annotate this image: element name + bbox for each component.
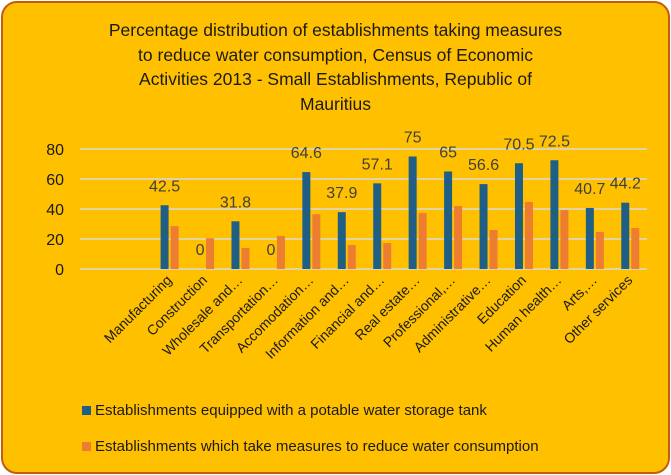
data-label: 40.7	[574, 181, 605, 198]
bar-storage-tank	[550, 160, 559, 269]
bar-storage-tank	[444, 171, 453, 269]
bar-reduce-consumption	[454, 206, 463, 269]
data-label: 0	[196, 242, 205, 259]
data-label: 65	[439, 145, 457, 162]
data-label: 64.6	[291, 145, 322, 162]
y-tick-label: 0	[55, 262, 64, 279]
bar-storage-tank	[160, 205, 169, 269]
chart-title-line: Mauritius	[300, 93, 371, 114]
bar-reduce-consumption	[347, 245, 356, 269]
data-label: 56.6	[468, 157, 499, 174]
data-label: 57.1	[362, 156, 393, 173]
chart-title-line: to reduce water consumption, Census of E…	[138, 44, 533, 65]
bar-reduce-consumption	[524, 201, 533, 269]
bar-reduce-consumption	[170, 226, 179, 269]
y-tick-label: 80	[46, 142, 64, 159]
bar-storage-tank	[408, 156, 417, 269]
bar-reduce-consumption	[241, 248, 250, 269]
bar-storage-tank	[585, 207, 594, 269]
bar-storage-tank	[479, 184, 488, 269]
legend-swatch-orange	[82, 442, 91, 451]
legend-swatch-blue	[82, 406, 91, 415]
bar-storage-tank	[337, 212, 346, 269]
data-label: 42.5	[149, 178, 180, 195]
bar-storage-tank	[514, 163, 523, 269]
bar-reduce-consumption	[418, 213, 427, 269]
legend-label: Establishments which take measures to re…	[95, 438, 539, 455]
y-tick-label: 20	[46, 232, 64, 249]
legend-item-reduce-consumption: Establishments which take measures to re…	[82, 438, 539, 455]
data-label: 44.2	[610, 176, 641, 193]
bar-storage-tank	[302, 172, 311, 269]
data-label: 72.5	[539, 133, 570, 150]
bar-reduce-consumption	[560, 210, 569, 269]
bar-storage-tank	[231, 221, 240, 269]
bar-reduce-consumption	[631, 228, 640, 269]
bar-reduce-consumption	[312, 214, 321, 269]
bar-reduce-consumption	[595, 231, 604, 269]
chart-title: Percentage distribution of establishment…	[0, 18, 671, 116]
y-tick-label: 60	[46, 172, 64, 189]
bar-storage-tank	[621, 202, 630, 269]
data-label: 37.9	[326, 185, 357, 202]
bar-reduce-consumption	[276, 236, 285, 269]
y-tick-label: 40	[46, 202, 64, 219]
chart-title-line: Percentage distribution of establishment…	[108, 20, 563, 40]
legend-item-storage-tank: Establishments equipped with a potable w…	[82, 402, 487, 419]
bar-reduce-consumption	[489, 230, 498, 269]
bar-reduce-consumption	[206, 238, 215, 269]
bar-reduce-consumption	[383, 243, 392, 269]
data-label: 75	[404, 130, 422, 147]
legend-label: Establishments equipped with a potable w…	[95, 402, 487, 419]
data-label: 0	[266, 242, 275, 259]
data-label: 31.8	[220, 194, 251, 211]
chart-title-line: Activities 2013 - Small Establishments, …	[139, 69, 532, 89]
bar-storage-tank	[373, 183, 382, 269]
data-label: 70.5	[503, 136, 534, 153]
